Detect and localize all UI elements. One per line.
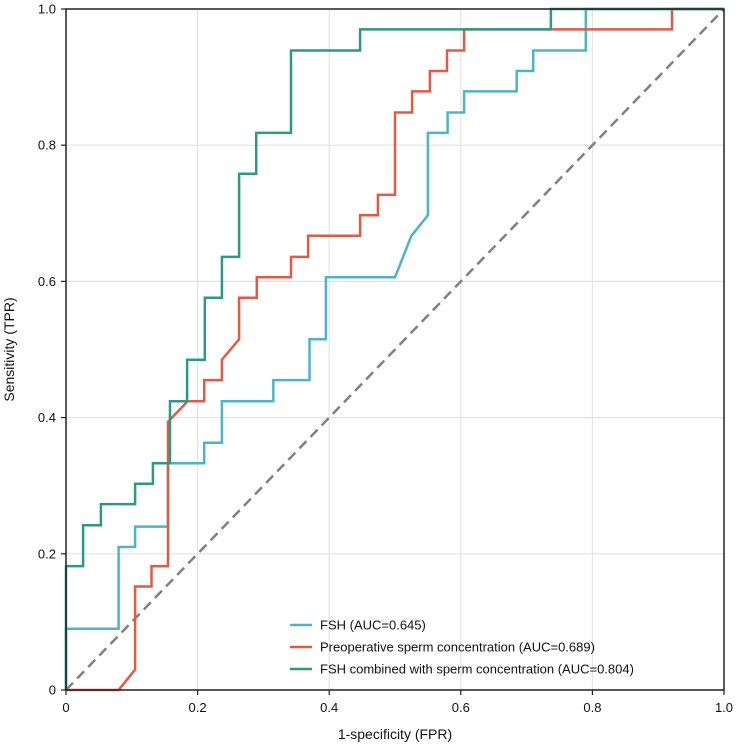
y-tick-label-1: 0.2 (38, 546, 56, 561)
x-tick-label-4: 0.8 (583, 700, 601, 715)
y-axis: 0 0.2 0.4 0.6 0.8 1.0 (38, 2, 66, 698)
legend: FSH (AUC=0.645) Preoperative sperm concen… (290, 618, 634, 677)
x-axis-label: 1-specificity (FPR) (338, 726, 452, 742)
y-tick-label-2: 0.4 (38, 410, 56, 425)
series-line-3 (64, 7, 724, 690)
y-tick-label-4: 0.8 (38, 138, 56, 153)
legend-label-1: FSH (AUC=0.645) (320, 618, 426, 633)
x-tick-label-2: 0.4 (320, 700, 338, 715)
legend-label-2: Preoperative sperm concentration (AUC=0.… (320, 640, 595, 655)
y-axis-label: Sensitivity (TPR) (1, 297, 17, 401)
x-tick-label-0: 0 (62, 700, 69, 715)
series-line-1 (64, 7, 724, 690)
x-tick-label-3: 0.6 (452, 700, 470, 715)
y-tick-label-5: 1.0 (38, 2, 56, 17)
reference-diagonal-line (65, 8, 725, 691)
series-layer (64, 7, 724, 692)
legend-label-3: FSH combined with sperm concentration (A… (320, 662, 634, 677)
y-tick-label-0: 0 (49, 683, 56, 698)
x-axis: 0 0.2 0.4 0.6 0.8 1.0 (62, 690, 733, 715)
x-tick-label-5: 1.0 (715, 700, 733, 715)
plot-frame (65, 8, 725, 691)
y-tick-label-3: 0.6 (38, 274, 56, 289)
series-line-2 (66, 7, 724, 692)
x-tick-label-1: 0.2 (189, 700, 207, 715)
